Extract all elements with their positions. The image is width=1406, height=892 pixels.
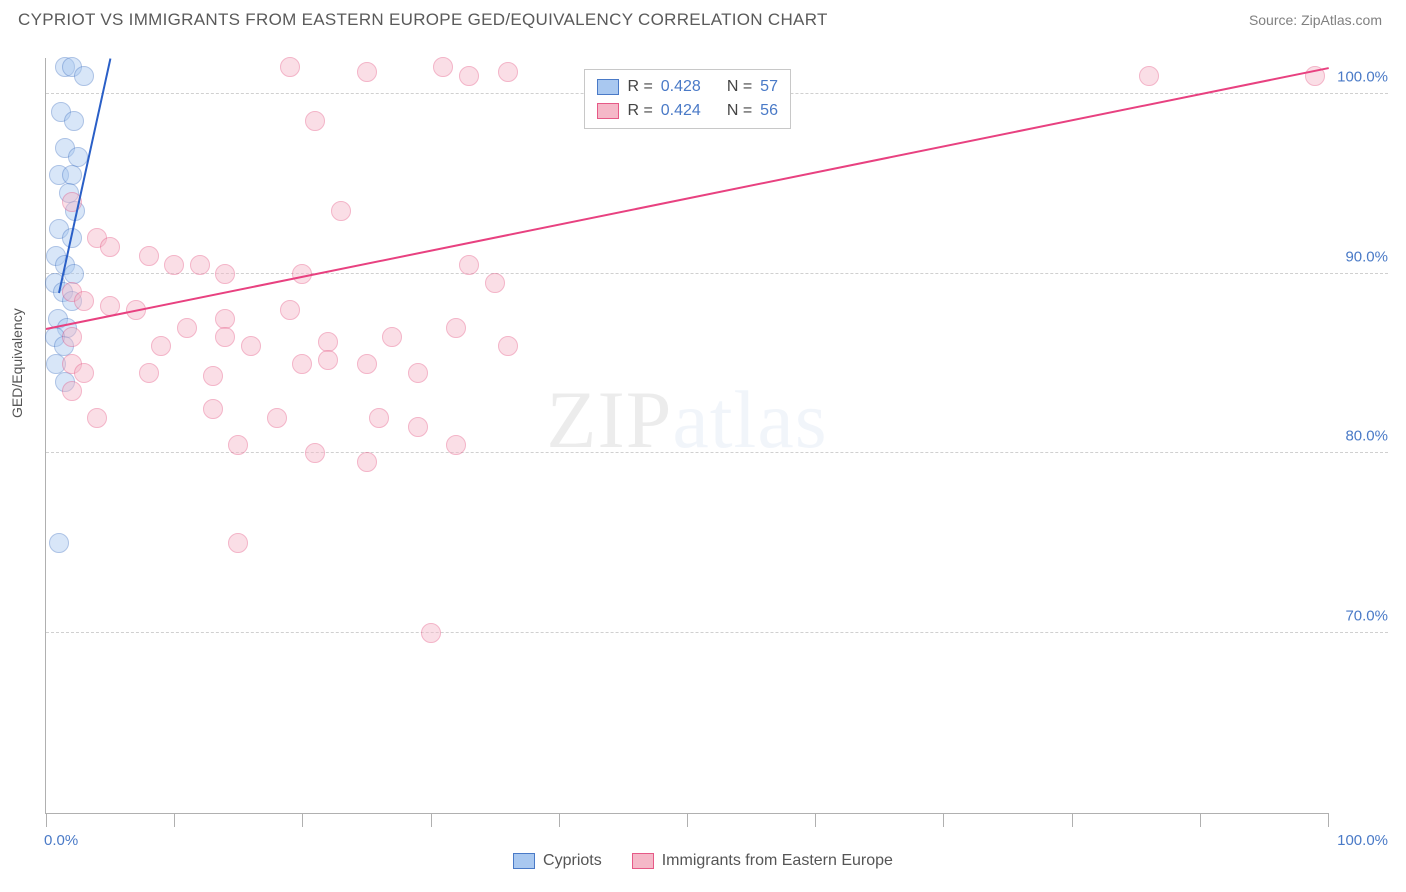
scatter-point bbox=[318, 350, 338, 370]
scatter-point bbox=[64, 111, 84, 131]
gridline bbox=[46, 452, 1388, 453]
stats-row: R = 0.428 N = 57 bbox=[597, 75, 778, 99]
scatter-point bbox=[408, 363, 428, 383]
scatter-point bbox=[305, 443, 325, 463]
y-tick-label: 100.0% bbox=[1332, 68, 1388, 85]
scatter-point bbox=[498, 62, 518, 82]
y-tick-label: 80.0% bbox=[1332, 428, 1388, 445]
scatter-point bbox=[280, 57, 300, 77]
x-tick bbox=[1200, 813, 1201, 827]
x-tick bbox=[815, 813, 816, 827]
scatter-point bbox=[331, 201, 351, 221]
stat-r-label: R = bbox=[627, 99, 652, 123]
scatter-point bbox=[139, 246, 159, 266]
chart-title: CYPRIOT VS IMMIGRANTS FROM EASTERN EUROP… bbox=[18, 10, 828, 30]
scatter-point bbox=[408, 417, 428, 437]
scatter-point bbox=[241, 336, 261, 356]
stats-row: R = 0.424 N = 56 bbox=[597, 99, 778, 123]
stat-r-label: R = bbox=[627, 75, 652, 99]
scatter-point bbox=[177, 318, 197, 338]
scatter-point bbox=[228, 533, 248, 553]
legend-label: Immigrants from Eastern Europe bbox=[662, 852, 893, 870]
scatter-point bbox=[74, 66, 94, 86]
x-tick bbox=[302, 813, 303, 827]
y-tick-label: 90.0% bbox=[1332, 248, 1388, 265]
scatter-point bbox=[1139, 66, 1159, 86]
chart-area: GED/Equivalency ZIPatlas 70.0%80.0%90.0%… bbox=[45, 48, 1388, 832]
stat-r-value: 0.428 bbox=[661, 75, 701, 99]
scatter-point bbox=[151, 336, 171, 356]
scatter-point bbox=[459, 66, 479, 86]
x-tick bbox=[1072, 813, 1073, 827]
scatter-point bbox=[62, 165, 82, 185]
swatch-icon bbox=[513, 853, 535, 869]
stat-n-label: N = bbox=[727, 99, 752, 123]
scatter-point bbox=[62, 327, 82, 347]
scatter-point bbox=[74, 363, 94, 383]
scatter-point bbox=[203, 366, 223, 386]
x-axis-label-left: 0.0% bbox=[44, 832, 78, 849]
scatter-point bbox=[446, 435, 466, 455]
plot-area: ZIPatlas 70.0%80.0%90.0%100.0%0.0%100.0%… bbox=[45, 58, 1328, 814]
stat-n-value: 56 bbox=[760, 99, 778, 123]
chart-header: CYPRIOT VS IMMIGRANTS FROM EASTERN EUROP… bbox=[0, 0, 1406, 36]
x-tick bbox=[1328, 813, 1329, 827]
x-tick bbox=[174, 813, 175, 827]
x-axis-label-right: 100.0% bbox=[1337, 832, 1388, 849]
gridline bbox=[46, 632, 1388, 633]
scatter-point bbox=[498, 336, 518, 356]
scatter-point bbox=[305, 111, 325, 131]
scatter-point bbox=[446, 318, 466, 338]
scatter-point bbox=[292, 354, 312, 374]
scatter-point bbox=[357, 354, 377, 374]
y-tick-label: 70.0% bbox=[1332, 608, 1388, 625]
scatter-point bbox=[64, 264, 84, 284]
swatch-icon bbox=[597, 79, 619, 95]
scatter-point bbox=[357, 62, 377, 82]
scatter-point bbox=[421, 623, 441, 643]
x-tick bbox=[559, 813, 560, 827]
scatter-point bbox=[87, 408, 107, 428]
legend-item-cypriots: Cypriots bbox=[513, 852, 602, 870]
gridline bbox=[46, 273, 1388, 274]
scatter-point bbox=[357, 452, 377, 472]
x-tick bbox=[687, 813, 688, 827]
legend-item-immigrants: Immigrants from Eastern Europe bbox=[632, 852, 893, 870]
x-tick bbox=[431, 813, 432, 827]
scatter-point bbox=[459, 255, 479, 275]
scatter-point bbox=[203, 399, 223, 419]
x-tick bbox=[943, 813, 944, 827]
scatter-point bbox=[190, 255, 210, 275]
y-axis-label: GED/Equivalency bbox=[9, 308, 25, 418]
scatter-point bbox=[139, 363, 159, 383]
stat-r-value: 0.424 bbox=[661, 99, 701, 123]
scatter-point bbox=[280, 300, 300, 320]
scatter-point bbox=[100, 237, 120, 257]
source-label: Source: ZipAtlas.com bbox=[1249, 12, 1382, 28]
swatch-icon bbox=[597, 103, 619, 119]
bottom-legend: Cypriots Immigrants from Eastern Europe bbox=[0, 852, 1406, 870]
scatter-point bbox=[228, 435, 248, 455]
legend-label: Cypriots bbox=[543, 852, 602, 870]
scatter-point bbox=[382, 327, 402, 347]
scatter-point bbox=[74, 291, 94, 311]
scatter-point bbox=[215, 327, 235, 347]
scatter-point bbox=[49, 533, 69, 553]
scatter-point bbox=[267, 408, 287, 428]
scatter-point bbox=[215, 264, 235, 284]
stat-n-value: 57 bbox=[760, 75, 778, 99]
swatch-icon bbox=[632, 853, 654, 869]
scatter-point bbox=[433, 57, 453, 77]
stats-legend: R = 0.428 N = 57 R = 0.424 N = 56 bbox=[584, 69, 791, 129]
x-tick bbox=[46, 813, 47, 827]
scatter-point bbox=[164, 255, 184, 275]
scatter-point bbox=[62, 381, 82, 401]
scatter-point bbox=[369, 408, 389, 428]
stat-n-label: N = bbox=[727, 75, 752, 99]
scatter-point bbox=[485, 273, 505, 293]
